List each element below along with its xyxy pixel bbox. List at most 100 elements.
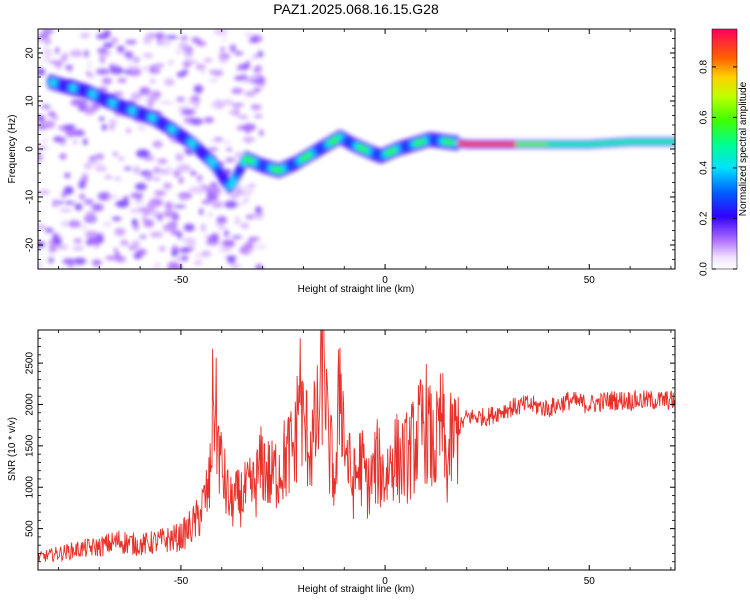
noise-blob [87, 60, 92, 69]
noise-blob [200, 67, 206, 75]
noise-blob [143, 219, 155, 228]
noise-blob [234, 75, 246, 81]
noise-blob [176, 264, 183, 269]
noise-blob [103, 29, 111, 38]
noise-blob [227, 258, 236, 264]
noise-blob [101, 77, 113, 85]
noise-blob [231, 87, 244, 95]
noise-blob [250, 79, 264, 84]
noise-blob [175, 153, 184, 162]
noise-blob [148, 68, 161, 74]
noise-blob [152, 140, 163, 149]
snr-y-axis-label: SNR (10 * v/v) [7, 417, 18, 481]
spectrogram-y-tick-label: -20 [25, 237, 36, 252]
noise-blob [125, 39, 137, 45]
noise-blob [255, 206, 262, 214]
noise-blob [234, 151, 243, 159]
noise-blob [153, 63, 165, 68]
colorbar-gradient [712, 29, 737, 269]
noise-blob [105, 255, 116, 261]
noise-blob [52, 115, 59, 120]
colorbar-label: Normalized spectral amplitude [738, 81, 749, 216]
noise-blob [110, 37, 119, 44]
noise-blob [209, 78, 219, 83]
noise-blob [38, 154, 44, 162]
noise-blob [159, 246, 166, 252]
noise-blob [231, 235, 243, 239]
spectrogram-ridge [46, 74, 675, 194]
noise-blob [153, 262, 161, 269]
noise-blob [123, 167, 133, 171]
noise-blob [232, 107, 240, 117]
snr-x-tick-label: 0 [382, 576, 388, 587]
noise-blob [128, 67, 142, 77]
noise-blob [157, 158, 168, 164]
noise-blob [86, 74, 95, 78]
noise-blob [177, 164, 192, 172]
snr-plot-area [38, 330, 675, 563]
noise-blob [163, 182, 172, 190]
noise-blob [175, 97, 186, 102]
noise-blob [89, 159, 104, 166]
noise-blob [225, 255, 237, 259]
noise-blob [231, 103, 245, 107]
noise-blob [81, 173, 88, 180]
noise-blob [63, 186, 74, 195]
noise-blob [94, 153, 105, 160]
noise-blob [152, 167, 162, 174]
noise-blob [229, 194, 239, 199]
noise-blob [199, 182, 204, 191]
noise-blob [98, 116, 105, 121]
noise-blob [188, 186, 200, 194]
noise-blob [120, 239, 129, 246]
noise-blob [111, 216, 122, 221]
noise-blob [84, 162, 92, 170]
noise-blob [211, 69, 224, 77]
noise-blob [94, 244, 100, 250]
spectrogram-x-axis-label: Height of straight line (km) [298, 284, 415, 295]
noise-blob [124, 50, 130, 59]
colorbar-frame [711, 28, 738, 270]
noise-blob [42, 47, 50, 51]
noise-blob [230, 264, 241, 268]
noise-blob [253, 87, 261, 93]
noise-blob [257, 50, 264, 58]
noise-blob [179, 110, 191, 115]
noise-blob [52, 199, 58, 208]
noise-blob [83, 199, 94, 205]
noise-blob [43, 120, 56, 129]
noise-blob [57, 137, 67, 142]
colorbar-tick-label: 0.0 [699, 262, 710, 276]
snr-y-tick-label: 2000 [25, 393, 36, 416]
noise-blob [240, 222, 250, 229]
noise-blob [53, 237, 62, 246]
noise-blob [79, 224, 88, 230]
noise-blob [116, 45, 125, 52]
noise-blob [168, 35, 178, 40]
noise-blob [236, 66, 243, 71]
noise-blob [224, 200, 238, 209]
noise-blob [157, 212, 163, 222]
noise-blob [43, 39, 52, 44]
snr-y-tick-label: 2500 [25, 352, 36, 375]
noise-blob [251, 55, 259, 59]
noise-blob [114, 255, 127, 263]
noise-blob [118, 157, 124, 161]
spectrogram-x-tick-label: 50 [584, 275, 596, 286]
noise-blob [99, 54, 106, 64]
noise-blob [154, 190, 166, 197]
noise-blob [243, 198, 250, 202]
noise-blob [176, 256, 181, 262]
noise-blob [79, 194, 86, 200]
noise-blob [149, 65, 155, 69]
noise-blob [78, 181, 86, 189]
noise-blob [166, 166, 174, 172]
noise-blob [168, 60, 173, 65]
noise-blob [207, 212, 213, 218]
noise-blob [92, 238, 101, 246]
noise-blob [43, 138, 48, 143]
noise-blob [171, 249, 178, 257]
noise-blob [220, 46, 226, 53]
noise-blob [79, 178, 89, 183]
noise-blob [247, 249, 253, 253]
